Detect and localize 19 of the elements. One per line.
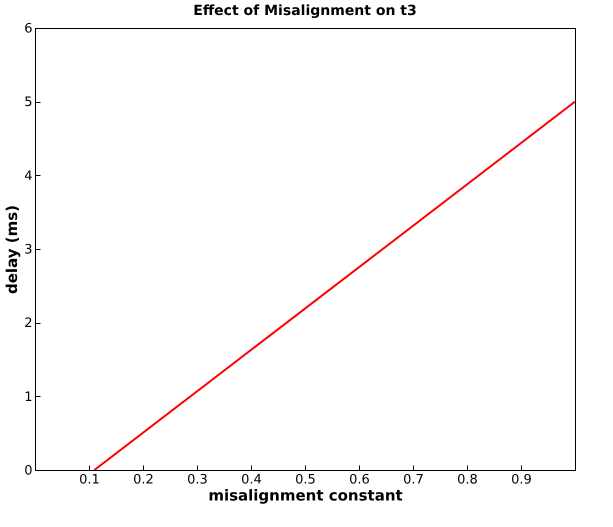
x-tick-label: 0.2: [133, 472, 154, 488]
y-tick-label: 5: [24, 95, 32, 110]
y-tick-label: 4: [24, 168, 32, 184]
chart-title: Effect of Misalignment on t3: [193, 3, 417, 19]
y-tick-label: 3: [24, 242, 32, 258]
y-tick-label: 1: [24, 390, 32, 405]
y-tick-label: 0: [24, 464, 32, 478]
x-tick-label: 0.9: [511, 472, 532, 488]
x-tick-label: 0.4: [241, 472, 262, 488]
x-tick-label: 0.7: [403, 472, 424, 488]
x-tick-label: 0.1: [79, 472, 100, 488]
x-tick-label: 0.5: [295, 472, 316, 488]
y-tick-label: 2: [24, 316, 32, 332]
x-tick-label: 0.8: [457, 472, 478, 488]
y-axis-title: delay (ms): [3, 205, 22, 294]
x-tick-label: 0.6: [349, 472, 370, 488]
x-tick-label: 0.3: [187, 472, 208, 488]
x-axis-title: misalignment constant: [208, 486, 403, 504]
y-tick-label: 6: [24, 22, 32, 36]
